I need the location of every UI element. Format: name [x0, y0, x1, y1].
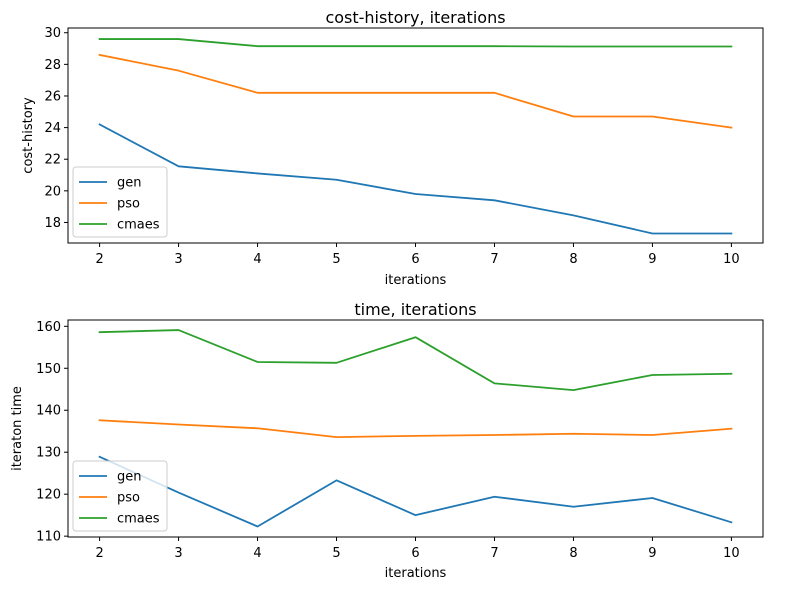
y-tick-label: 30 [44, 26, 61, 41]
legend: gen pso cmaes [72, 166, 168, 238]
y-tick-label: 140 [36, 404, 61, 419]
legend-label-cmaes: cmaes [117, 512, 160, 527]
y-tick-label: 18 [44, 216, 61, 231]
chart-panel-2: 2 3 4 5 6 7 8 9 10 110 120 130 140 150 160 time, iterat… [10, 300, 764, 581]
chart-panel-1: 2 3 4 5 6 7 8 9 10 18 20 22 24 26 28 30 cost-history, it… [21, 8, 764, 288]
x-tick-label: 8 [569, 546, 577, 561]
x-tick-label: 8 [569, 252, 577, 267]
chart-title: time, iterations [354, 300, 476, 319]
chart-title: cost-history, iterations [325, 8, 505, 27]
legend-label-pso: pso [117, 491, 140, 506]
x-tick-label: 3 [174, 546, 182, 561]
x-tick-label: 7 [490, 252, 498, 267]
y-tick-label: 24 [44, 121, 61, 136]
x-tick-label: 3 [174, 252, 182, 267]
y-tick-label: 120 [36, 488, 61, 503]
y-axis-label: iteraton time [10, 386, 25, 471]
x-tick-label: 9 [648, 252, 656, 267]
x-tick-label: 5 [332, 252, 340, 267]
y-tick-label: 22 [44, 153, 61, 168]
x-axis-label: iterations [385, 566, 447, 581]
y-tick-label: 110 [36, 530, 61, 545]
legend-label-pso: pso [117, 197, 140, 212]
x-tick-label: 6 [411, 546, 419, 561]
x-tick-label: 2 [95, 252, 103, 267]
y-tick-label: 130 [36, 446, 61, 461]
x-tick-label: 6 [411, 252, 419, 267]
x-tick-label: 9 [648, 546, 656, 561]
x-axis-label: iterations [385, 273, 447, 288]
x-tick-label: 4 [253, 252, 261, 267]
x-tick-label: 5 [332, 546, 340, 561]
legend: gen pso cmaes [72, 460, 168, 532]
y-tick-label: 20 [44, 184, 61, 199]
series-line-pso [98, 53, 733, 129]
legend-label-gen: gen [117, 470, 142, 485]
y-tick-label: 26 [44, 89, 61, 104]
series-line-gen [98, 455, 733, 528]
x-tick-label: 4 [253, 546, 261, 561]
y-tick-label: 150 [36, 362, 61, 377]
legend-label-gen: gen [117, 176, 142, 191]
legend-box [72, 166, 168, 238]
x-tick-label: 2 [95, 546, 103, 561]
y-tick-label: 28 [44, 58, 61, 73]
x-tick-label: 10 [723, 252, 740, 267]
x-tick-label: 7 [490, 546, 498, 561]
series-line-cmaes [98, 38, 733, 48]
x-tick-label: 10 [723, 546, 740, 561]
y-tick-label: 160 [36, 320, 61, 335]
series-line-cmaes [98, 329, 733, 391]
legend-box [72, 460, 168, 532]
series-line-gen [98, 123, 733, 235]
series-line-pso [98, 419, 733, 439]
y-axis-label: cost-history [21, 97, 36, 174]
legend-label-cmaes: cmaes [117, 218, 160, 233]
